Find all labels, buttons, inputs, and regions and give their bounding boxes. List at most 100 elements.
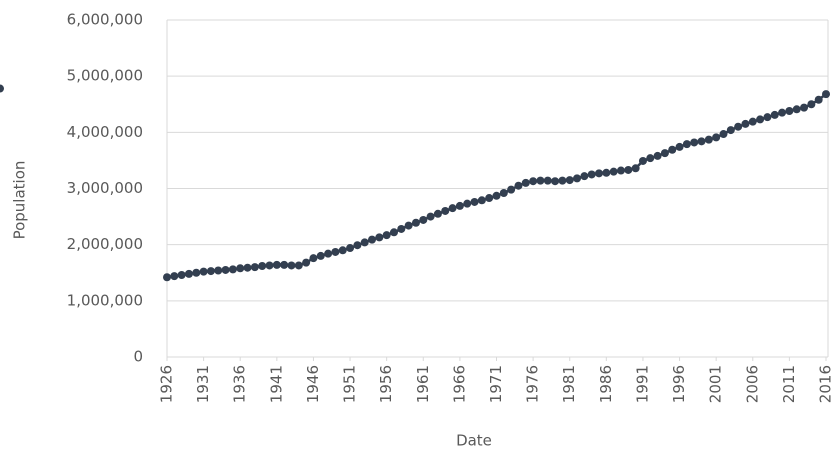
x-tick-label: 1971 xyxy=(487,365,505,403)
data-point xyxy=(302,258,311,267)
data-point xyxy=(565,176,574,185)
x-tick-label: 1956 xyxy=(377,365,395,403)
x-tick-label: 1961 xyxy=(414,365,432,403)
data-point xyxy=(280,260,289,269)
data-point xyxy=(294,261,303,270)
data-point xyxy=(214,266,223,275)
data-point xyxy=(353,241,362,250)
data-point xyxy=(258,262,267,271)
data-point xyxy=(756,115,765,124)
data-point xyxy=(602,168,611,177)
data-point xyxy=(463,199,472,208)
x-tick-label: 1991 xyxy=(633,365,651,403)
data-point xyxy=(697,137,706,146)
y-tick-label: 3,000,000 xyxy=(67,179,143,197)
y-tick-label: 4,000,000 xyxy=(67,123,143,141)
data-point xyxy=(199,267,208,276)
data-point xyxy=(785,106,794,115)
data-point xyxy=(668,145,677,154)
data-point xyxy=(448,204,457,213)
data-point xyxy=(514,181,523,190)
data-point xyxy=(316,251,325,260)
x-tick-label: 1996 xyxy=(670,365,688,403)
x-tick-label: 1981 xyxy=(560,365,578,403)
data-point xyxy=(433,209,442,218)
x-axis-label: Date xyxy=(456,432,492,450)
data-point xyxy=(587,170,596,179)
data-point xyxy=(265,261,274,270)
data-point xyxy=(411,218,420,227)
data-point xyxy=(338,246,347,255)
data-point xyxy=(814,95,823,104)
data-point xyxy=(360,238,369,247)
data-point xyxy=(807,100,816,109)
x-tick-label: 2016 xyxy=(817,365,835,403)
data-point xyxy=(800,103,809,112)
data-point xyxy=(675,142,684,151)
data-point xyxy=(580,172,589,181)
data-point xyxy=(404,221,413,230)
data-point xyxy=(653,151,662,160)
data-point xyxy=(368,235,377,244)
data-point xyxy=(426,212,435,221)
data-point xyxy=(521,178,530,187)
y-axis-label: Population xyxy=(11,161,29,240)
y-tick-label: 1,000,000 xyxy=(67,291,143,309)
data-point xyxy=(0,84,4,93)
data-point xyxy=(616,166,625,175)
data-point xyxy=(778,108,787,117)
data-point xyxy=(419,215,428,224)
data-point xyxy=(492,191,501,200)
data-point xyxy=(712,133,721,142)
data-point xyxy=(690,138,699,147)
data-point xyxy=(551,177,560,186)
data-point xyxy=(170,272,179,281)
data-point xyxy=(822,90,830,99)
x-tick-label: 1946 xyxy=(304,365,322,403)
data-point xyxy=(346,244,355,253)
data-point xyxy=(507,185,516,194)
data-point xyxy=(748,117,757,126)
x-tick-label: 1966 xyxy=(450,365,468,403)
data-point xyxy=(529,177,538,186)
data-point xyxy=(660,149,669,158)
x-tick-label: 1936 xyxy=(231,365,249,403)
data-point xyxy=(624,165,633,174)
data-point xyxy=(375,233,384,242)
data-point xyxy=(309,254,318,263)
data-point xyxy=(236,264,245,273)
x-tick-label: 1941 xyxy=(267,365,285,403)
data-point xyxy=(177,270,186,279)
data-point xyxy=(397,224,406,233)
data-point xyxy=(704,135,713,144)
data-point xyxy=(573,174,582,183)
data-point xyxy=(221,265,230,274)
data-point xyxy=(638,156,647,165)
data-point xyxy=(192,268,201,277)
data-point xyxy=(324,249,333,258)
data-point xyxy=(719,130,728,139)
data-point xyxy=(682,140,691,149)
data-point xyxy=(228,265,237,274)
data-point xyxy=(243,263,252,272)
data-point xyxy=(558,176,567,185)
data-point xyxy=(455,201,464,210)
data-point xyxy=(331,247,340,256)
data-point xyxy=(206,267,215,276)
x-tick-label: 2006 xyxy=(743,365,761,403)
data-point xyxy=(485,194,494,203)
data-point xyxy=(382,231,391,240)
y-tick-label: 6,000,000 xyxy=(67,11,143,29)
data-point xyxy=(609,167,618,176)
series-line xyxy=(166,93,827,279)
y-tick-label: 5,000,000 xyxy=(67,67,143,85)
data-point xyxy=(470,197,479,206)
data-point xyxy=(763,113,772,122)
data-point xyxy=(543,176,552,185)
data-point xyxy=(536,176,545,185)
x-tick-label: 1976 xyxy=(524,365,542,403)
data-point xyxy=(734,122,743,131)
x-tick-label: 1951 xyxy=(341,365,359,403)
x-tick-label: 2011 xyxy=(780,365,798,403)
